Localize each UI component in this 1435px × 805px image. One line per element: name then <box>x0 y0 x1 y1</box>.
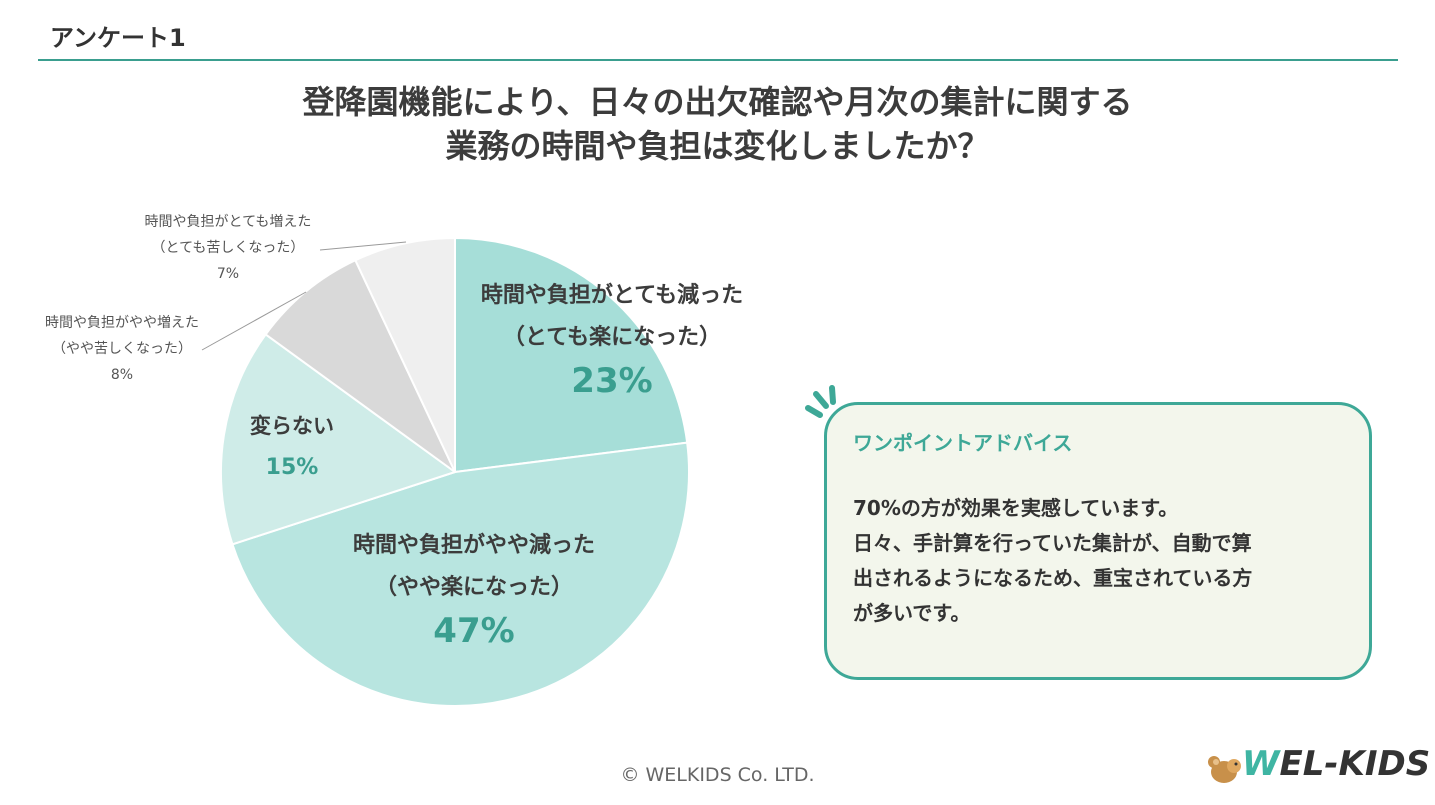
callout-leader-line <box>201 291 307 351</box>
welkids-logo: WEL-KIDS <box>1206 742 1430 788</box>
callout-label: （とても苦しくなった） <box>152 240 305 256</box>
pie-slice <box>264 258 456 473</box>
advice-line: 出されるようになるため、重宝されている方 <box>853 566 1253 590</box>
callout-label: （やや苦しくなった） <box>52 341 192 357</box>
logo-w: W <box>1242 744 1280 784</box>
bear-mascot-icon <box>1208 756 1241 783</box>
slice-label: （とても楽になった） <box>503 324 721 350</box>
slice-label: （やや楽になった） <box>375 574 573 600</box>
callout-label: 時間や負担がとても増えた <box>145 214 312 230</box>
question-title: 登降園機能により、日々の出欠確認や月次の集計に関する 業務の時間や負担は変化しま… <box>0 80 1435 168</box>
section-label: アンケート1 <box>50 24 186 52</box>
callout-label: 時間や負担がやや増えた <box>45 315 199 331</box>
advice-body: 70%の方が効果を実感しています。 日々、手計算を行っていた集計が、自動で算 出… <box>853 491 1353 631</box>
advice-title: ワンポイントアドバイス <box>853 431 1073 455</box>
callout-value-label: 7% <box>217 266 239 282</box>
accent-burst-icon <box>805 385 836 418</box>
slice-value-label: 47% <box>433 611 514 651</box>
slice-label: 時間や負担がとても減った <box>481 282 743 308</box>
callout-value-label: 8% <box>111 367 133 383</box>
copyright: © WELKIDS Co. LTD. <box>620 764 815 786</box>
slice-value-label: 15% <box>266 455 319 480</box>
advice-box: ワンポイントアドバイス 70%の方が効果を実感しています。 日々、手計算を行って… <box>824 402 1372 680</box>
advice-line: が多いです。 <box>853 601 971 625</box>
logo-rest: EL-KIDS <box>1279 744 1431 784</box>
logo-text: WEL-KIDS <box>1242 744 1430 784</box>
slice-label: 変らない <box>250 414 334 438</box>
pie-slice <box>220 333 458 546</box>
question-line-1: 登降園機能により、日々の出欠確認や月次の集計に関する <box>302 83 1133 121</box>
advice-line: 日々、手計算を行っていた集計が、自動で算 <box>853 531 1252 555</box>
header-divider <box>38 59 1398 61</box>
advice-line: 70%の方が効果を実感しています。 <box>853 496 1179 520</box>
pie-slice <box>454 236 689 474</box>
pie-slice <box>354 236 456 473</box>
slice-value-label: 23% <box>571 361 652 401</box>
pie-slice <box>231 441 690 707</box>
callout-leader-line <box>319 241 407 251</box>
slice-label: 時間や負担がやや減った <box>353 532 595 558</box>
question-line-2: 業務の時間や負担は変化しましたか？ <box>445 127 990 165</box>
